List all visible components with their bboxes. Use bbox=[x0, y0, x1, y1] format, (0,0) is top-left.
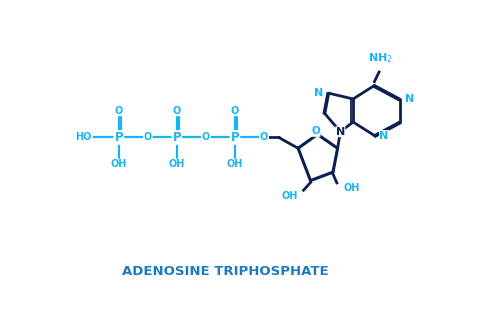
Text: O: O bbox=[114, 106, 123, 116]
Text: HO: HO bbox=[76, 133, 92, 143]
Text: O: O bbox=[202, 133, 210, 143]
Text: OH: OH bbox=[110, 160, 127, 169]
Text: O: O bbox=[172, 106, 181, 116]
Text: P: P bbox=[230, 131, 239, 144]
Text: P: P bbox=[114, 131, 123, 144]
Text: N: N bbox=[336, 127, 345, 137]
Text: P: P bbox=[172, 131, 181, 144]
Text: O: O bbox=[260, 133, 268, 143]
Text: OH: OH bbox=[282, 191, 298, 201]
Text: O: O bbox=[311, 126, 320, 136]
Text: O: O bbox=[144, 133, 152, 143]
Text: N: N bbox=[380, 131, 388, 141]
Text: OH: OH bbox=[168, 160, 185, 169]
Text: OH: OH bbox=[344, 183, 360, 193]
Text: NH$_2$: NH$_2$ bbox=[368, 51, 392, 65]
Text: ADENOSINE TRIPHOSPHATE: ADENOSINE TRIPHOSPHATE bbox=[122, 265, 328, 278]
Text: OH: OH bbox=[227, 160, 243, 169]
Text: N: N bbox=[314, 88, 324, 98]
Text: N: N bbox=[404, 94, 414, 104]
Text: O: O bbox=[231, 106, 239, 116]
